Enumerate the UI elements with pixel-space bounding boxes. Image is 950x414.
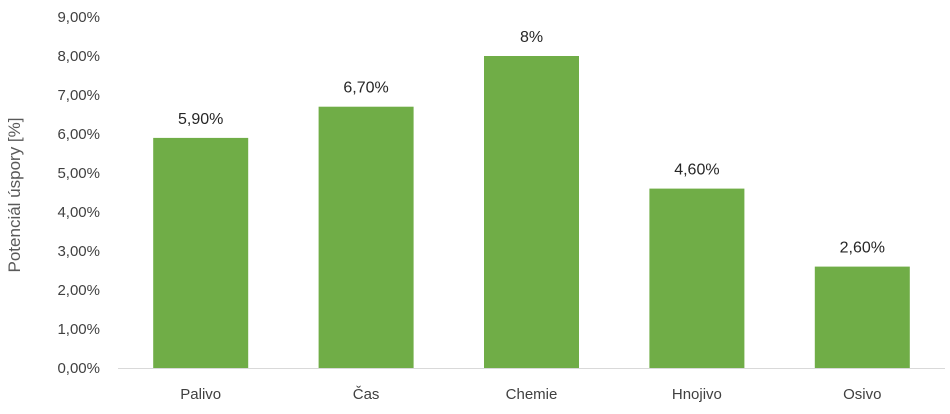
- y-tick-label: 0,00%: [57, 360, 100, 377]
- data-label: 4,60%: [674, 162, 719, 179]
- category-labels: Palivo Čas Chemie Hnojivo Osivo: [180, 386, 881, 403]
- y-axis-title: Potenciál úspory [%]: [5, 118, 24, 273]
- category-label: Čas: [353, 386, 380, 403]
- data-labels: 5,90% 6,70% 8% 4,60% 2,60%: [178, 29, 885, 257]
- bar: [484, 56, 579, 368]
- data-label: 5,90%: [178, 111, 223, 128]
- category-label: Palivo: [180, 386, 221, 403]
- data-label: 8%: [520, 29, 543, 46]
- data-label: 6,70%: [343, 80, 388, 97]
- bars: [153, 56, 910, 368]
- y-tick-label: 7,00%: [57, 87, 100, 104]
- y-tick-label: 4,00%: [57, 204, 100, 221]
- y-axis-title-group: Potenciál úspory [%]: [5, 118, 24, 273]
- y-tick-label: 2,00%: [57, 282, 100, 299]
- y-tick-label: 9,00%: [57, 9, 100, 26]
- bar: [649, 188, 745, 368]
- y-tick-label: 3,00%: [57, 243, 100, 260]
- y-tick-label: 6,00%: [57, 126, 100, 143]
- category-label: Hnojivo: [672, 386, 722, 403]
- y-tick-label: 8,00%: [57, 48, 100, 65]
- y-tick-label: 1,00%: [57, 321, 100, 338]
- category-label: Chemie: [506, 386, 558, 403]
- bar: [318, 106, 414, 368]
- bar: [153, 137, 249, 368]
- y-tick-label: 5,00%: [57, 165, 100, 182]
- bar: [814, 266, 910, 368]
- category-label: Osivo: [843, 386, 881, 403]
- y-axis-ticks: 0,00% 1,00% 2,00% 3,00% 4,00% 5,00% 6,00% 7,00%…: [57, 9, 100, 377]
- data-label: 2,60%: [840, 240, 885, 257]
